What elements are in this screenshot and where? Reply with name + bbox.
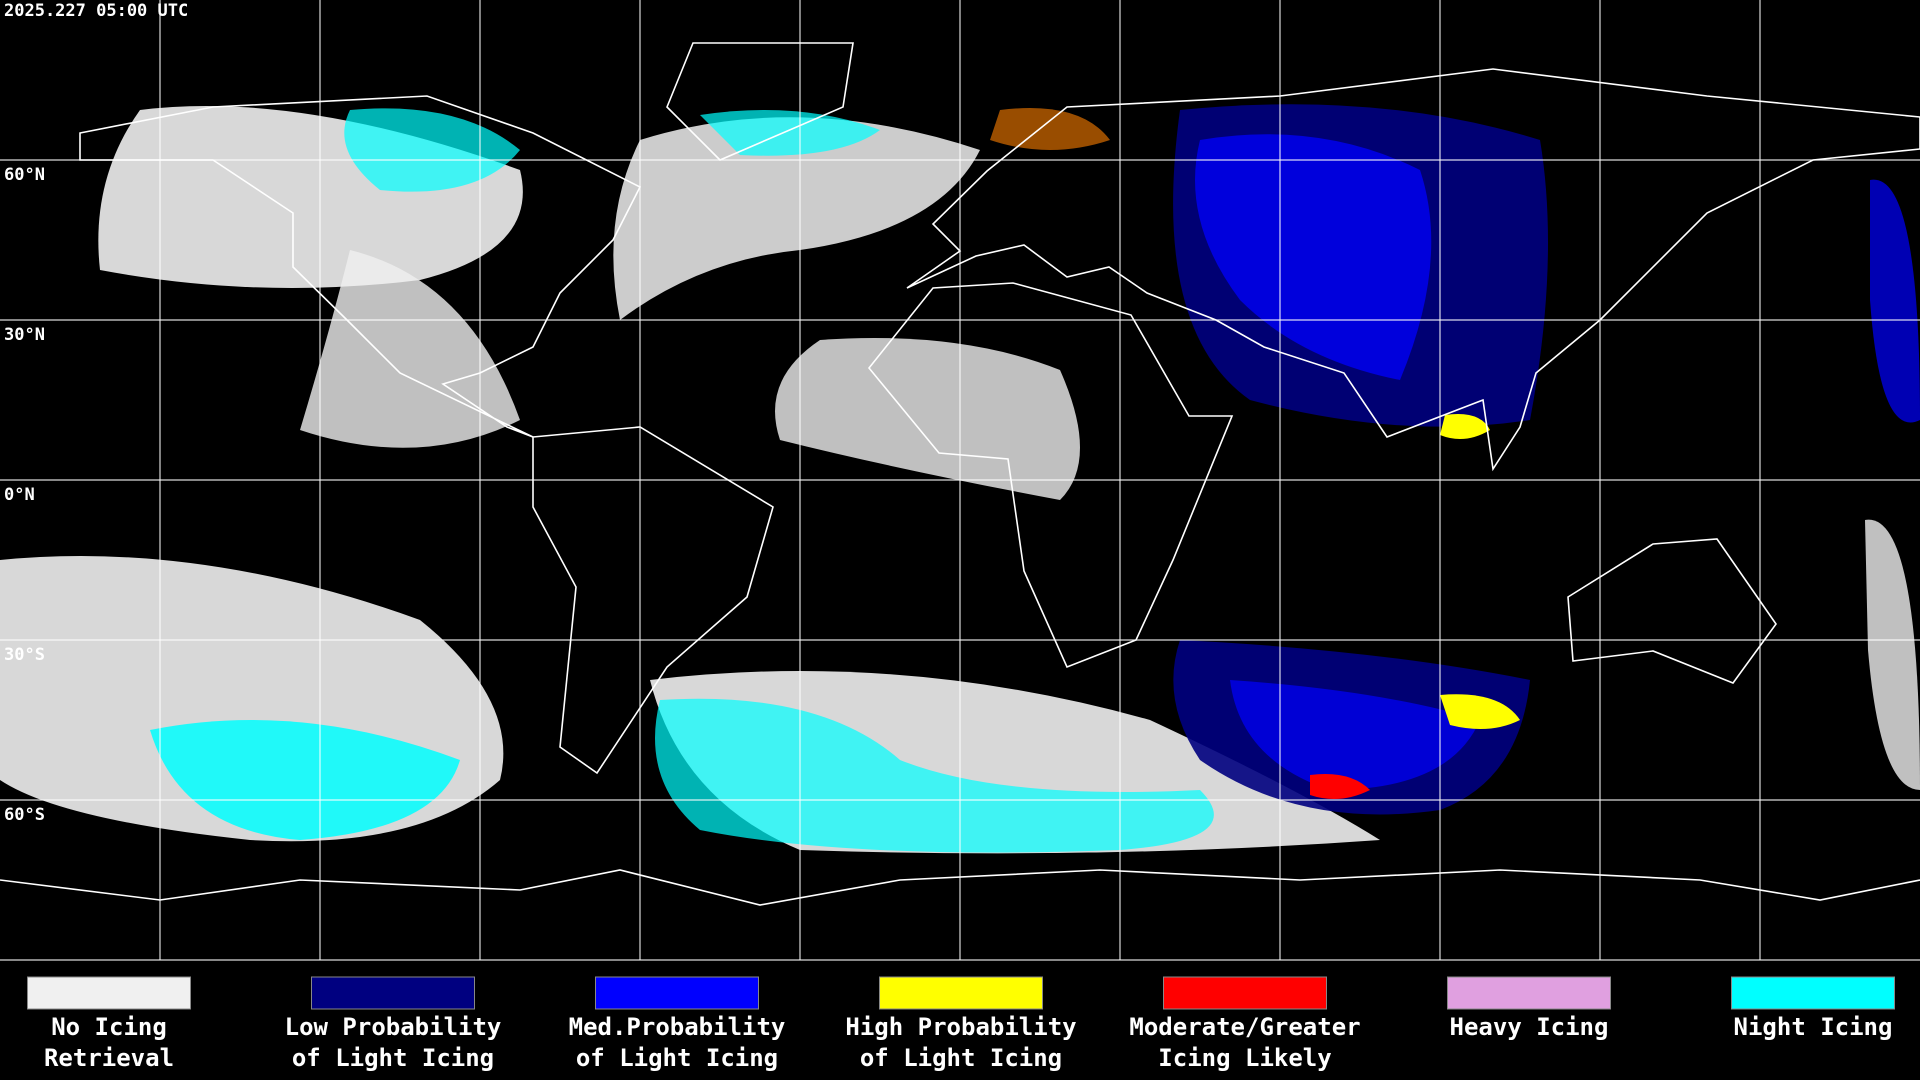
cloud-layer	[0, 104, 1920, 854]
coastline	[532, 426, 774, 775]
legend-swatch	[311, 976, 475, 1010]
coastlines	[0, 42, 1920, 906]
med-icing-region	[1870, 179, 1920, 423]
latitude-label: 30°S	[4, 645, 45, 665]
med-icing-region	[1230, 680, 1480, 790]
high-icing-region	[1440, 414, 1490, 439]
latitude-label: 60°N	[4, 165, 45, 185]
coastline	[1567, 538, 1777, 684]
legend-swatch	[1447, 976, 1611, 1010]
legend-label: of Light Icing	[576, 1044, 778, 1072]
no-icing-region	[613, 117, 980, 320]
legend-label: Med.Probability	[569, 1013, 786, 1041]
graticule	[0, 0, 1920, 961]
legend-swatch	[879, 976, 1043, 1010]
no-icing-region	[1865, 519, 1920, 790]
latitude-label: 60°S	[4, 805, 45, 825]
legend-label: No Icing	[51, 1013, 167, 1041]
legend-label: Icing Likely	[1158, 1044, 1331, 1072]
timestamp: 2025.227 05:00 UTC	[4, 1, 188, 21]
legend-swatch	[1731, 976, 1895, 1010]
latitude-label: 0°N	[4, 485, 35, 505]
mixed-icing-region	[990, 108, 1110, 150]
legend-swatch	[1163, 976, 1327, 1010]
coastline	[666, 42, 854, 161]
no-icing-region	[775, 338, 1080, 500]
legend-label: Moderate/Greater	[1129, 1013, 1360, 1041]
legend: No Icing Retrieval Low Probability of Light…	[27, 976, 1895, 1072]
legend-label: Low Probability	[285, 1013, 502, 1041]
coastline	[906, 68, 1920, 472]
latitude-labels: 60°N 30°N 0°N 30°S 60°S	[4, 165, 45, 825]
legend-swatch	[595, 976, 759, 1010]
night-icing-region	[150, 720, 460, 840]
legend-swatch	[27, 976, 191, 1010]
legend-label: of Light Icing	[860, 1044, 1062, 1072]
high-icing-region	[1440, 694, 1520, 729]
legend-label: High Probability	[845, 1013, 1076, 1041]
med-icing-region	[1195, 134, 1432, 380]
moderate-icing-region	[1310, 774, 1370, 799]
night-icing-region	[655, 698, 1214, 853]
coastline	[0, 869, 1920, 906]
legend-label: of Light Icing	[292, 1044, 494, 1072]
legend-label: Retrieval	[44, 1044, 174, 1072]
coastline	[79, 95, 642, 438]
legend-label: Night Icing	[1734, 1013, 1893, 1041]
coastline	[867, 282, 1234, 669]
night-icing-region	[700, 110, 880, 156]
legend-label: Heavy Icing	[1450, 1013, 1609, 1041]
latitude-label: 30°N	[4, 325, 45, 345]
night-icing-region	[344, 108, 520, 192]
